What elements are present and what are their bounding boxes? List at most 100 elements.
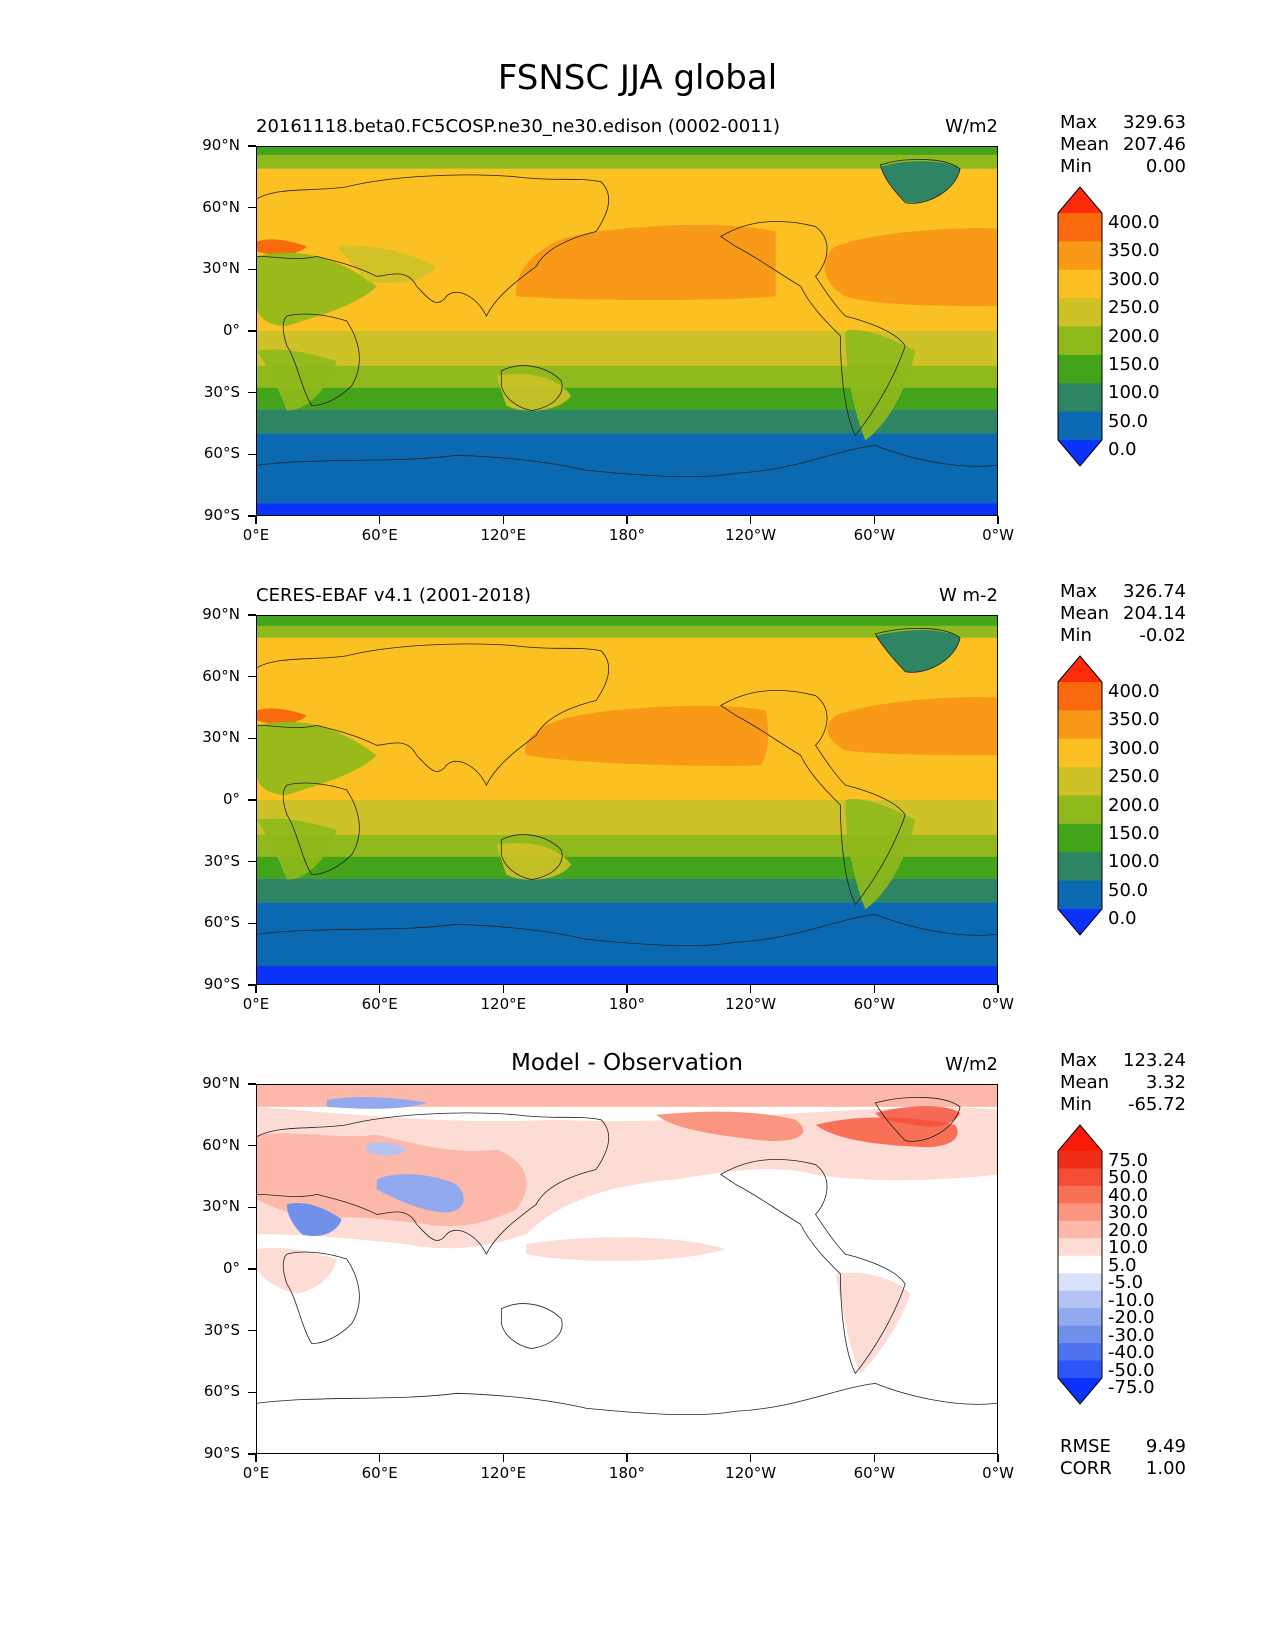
lon-tick xyxy=(502,985,505,993)
lat-tick xyxy=(248,206,256,209)
colorbar-segment xyxy=(1058,383,1102,413)
lat-tick-label: 60°N xyxy=(202,197,240,216)
colorbar-tick-label: 50.0 xyxy=(1108,879,1149,901)
difference-map xyxy=(256,1084,998,1454)
lon-tick xyxy=(378,1454,381,1462)
lon-tick xyxy=(873,985,876,993)
lon-tick-label: 0°W xyxy=(982,995,1014,1013)
mean-value: 3.32 xyxy=(1145,1072,1186,1093)
colorbar-segment xyxy=(1058,1290,1102,1309)
lon-tick-label: 120°E xyxy=(480,526,527,544)
max-value: 123.24 xyxy=(1123,1050,1186,1071)
lon-tick xyxy=(749,1454,752,1462)
colorbar-tick-label: -10.0 xyxy=(1108,1289,1155,1311)
lat-tick-label: 30°N xyxy=(202,1197,240,1216)
lon-tick-label: 60°E xyxy=(361,995,398,1013)
lat-tick-label: 30°S xyxy=(203,851,240,870)
colorbar-segment xyxy=(1058,823,1102,853)
lon-tick xyxy=(997,516,999,524)
max-label: Max xyxy=(1060,112,1098,133)
mean-value: 204.14 xyxy=(1123,603,1186,624)
colorbar-segment xyxy=(1058,1360,1102,1379)
colorbar-segment xyxy=(1058,213,1102,242)
colorbar-tick-label: 250.0 xyxy=(1108,766,1160,788)
colorbar-segment xyxy=(1058,1220,1102,1239)
lat-tick-label: 30°N xyxy=(202,728,240,747)
colorbar-tick-label: 350.0 xyxy=(1108,240,1160,262)
colorbar-tick-label: 5.0 xyxy=(1108,1254,1137,1276)
lat-tick xyxy=(248,453,256,456)
lat-tick-label: 30°N xyxy=(202,259,240,278)
lon-tick-label: 0°W xyxy=(982,526,1014,544)
lat-tick-label: 90°N xyxy=(202,136,240,154)
lat-tick xyxy=(248,1453,256,1455)
colorbar-extend-max xyxy=(1058,1125,1102,1151)
colorbar-tick-label: 75.0 xyxy=(1108,1150,1149,1171)
lon-tick-label: 120°W xyxy=(725,995,777,1013)
colorbar-tick-label: 400.0 xyxy=(1108,681,1160,702)
lon-tick xyxy=(502,1454,505,1462)
lat-tick-label: 60°S xyxy=(203,444,240,463)
min-label: Min xyxy=(1060,156,1092,177)
panel-units: W/m2 xyxy=(945,1054,998,1075)
lat-tick-label: 0° xyxy=(222,1259,240,1277)
colorbar-segment xyxy=(1058,1238,1102,1257)
lon-tick xyxy=(997,1454,999,1462)
lon-tick xyxy=(749,985,752,993)
lat-tick xyxy=(248,1144,256,1147)
colorbar-segment xyxy=(1058,241,1102,271)
colorbar-segment xyxy=(1058,298,1102,327)
colorbar-tick-label: 0.0 xyxy=(1108,908,1137,929)
lon-tick xyxy=(378,516,381,524)
figure-title: FSNSC JJA global xyxy=(497,58,778,98)
lon-tick-label: 0°E xyxy=(242,526,270,544)
lon-tick xyxy=(749,516,752,524)
colorbar-segment xyxy=(1058,738,1102,768)
colorbar-tick-label: 300.0 xyxy=(1108,268,1160,290)
stats-block: Max 326.74 Mean 204.14 Min -0.02 xyxy=(1060,581,1186,647)
lon-tick xyxy=(255,516,257,524)
lat-tick-label: 30°S xyxy=(203,382,240,401)
stats-block: Max 123.24 Mean 3.32 Min -65.72 xyxy=(1060,1050,1186,1116)
lon-tick xyxy=(873,1454,876,1462)
model-map-svg xyxy=(257,147,997,515)
panel-title: Model - Observation xyxy=(510,1050,744,1076)
max-value: 329.63 xyxy=(1123,112,1186,133)
lat-tick-label: 30°S xyxy=(203,1320,240,1339)
max-label: Max xyxy=(1060,1050,1098,1071)
colorbar-segment xyxy=(1058,1168,1102,1187)
colorbar-tick-label: 50.0 xyxy=(1108,410,1149,432)
colorbar-tick-label: -5.0 xyxy=(1108,1272,1144,1294)
colorbar-segment xyxy=(1058,1273,1102,1292)
colorbar-tick-label: 0.0 xyxy=(1108,439,1137,460)
colorbar xyxy=(1057,1124,1103,1405)
lat-tick-label: 0° xyxy=(222,790,240,808)
colorbar-extend-min xyxy=(1058,1378,1102,1404)
lat-tick-label: 90°N xyxy=(202,605,240,623)
lon-tick-label: 120°E xyxy=(480,1464,527,1482)
lat-tick-label: 60°S xyxy=(203,1382,240,1401)
panel-units: W m-2 xyxy=(938,585,998,606)
mean-label: Mean xyxy=(1060,1072,1110,1093)
lon-tick-label: 180° xyxy=(608,995,646,1013)
panel-title: 20161118.beta0.FC5COSP.ne30_ne30.edison … xyxy=(256,116,781,137)
lon-tick-label: 60°W xyxy=(853,526,896,544)
mean-value: 207.46 xyxy=(1123,134,1186,155)
lat-tick xyxy=(248,922,256,925)
colorbar xyxy=(1057,186,1103,467)
colorbar-segment xyxy=(1058,1185,1102,1204)
colorbar-tick-label: -20.0 xyxy=(1108,1307,1155,1329)
lat-tick xyxy=(248,1083,256,1085)
colorbar-tick-label: 300.0 xyxy=(1108,737,1160,759)
panel-units: W/m2 xyxy=(945,116,998,137)
mean-label: Mean xyxy=(1060,603,1110,624)
colorbar-tick-label: 100.0 xyxy=(1108,382,1160,404)
colorbar-tick-label: 20.0 xyxy=(1108,1219,1149,1241)
lat-tick xyxy=(248,515,256,517)
lon-tick-label: 0°W xyxy=(982,1464,1014,1482)
lat-tick xyxy=(248,1329,256,1332)
colorbar-tick-label: -30.0 xyxy=(1108,1324,1155,1346)
lon-tick-label: 120°E xyxy=(480,995,527,1013)
colorbar-segment xyxy=(1058,354,1102,384)
lon-tick-label: 120°W xyxy=(725,526,777,544)
